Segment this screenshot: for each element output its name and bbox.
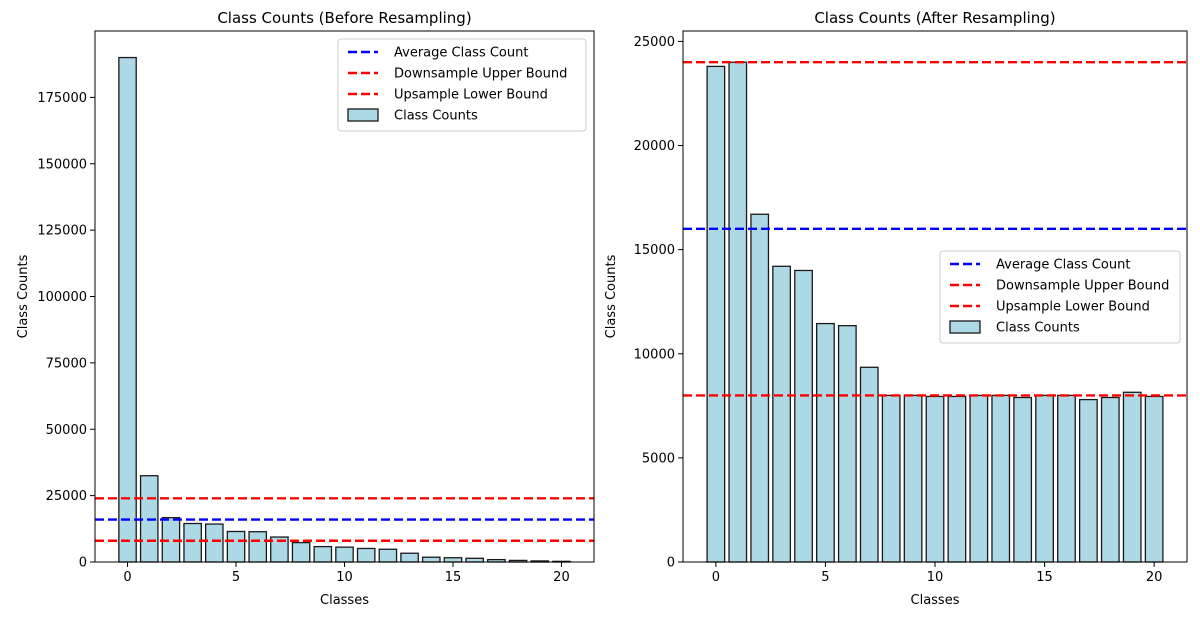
chart-2-bar-5: [816, 322, 835, 563]
chart-1-bar-9: [313, 545, 333, 563]
chart-2-legend-swatch-4: [949, 320, 981, 334]
chart-1-title: Class Counts (Before Resampling): [217, 9, 471, 27]
chart-2-bar-3: [772, 265, 792, 563]
chart-2-ytick-label-10000: 10000: [634, 347, 675, 362]
chart-2-bar-19: [1122, 391, 1142, 563]
chart-1-legend-swatch-4: [347, 108, 379, 122]
chart-2-legend-label-1: Average Class Count: [996, 258, 1130, 273]
chart-1: Class Counts (Before Resampling) 0 5 10 15 20…: [16, 9, 595, 608]
chart-1-bar-13: [400, 552, 419, 563]
chart-2-bar-13: [991, 394, 1011, 563]
chart-1-xlabel: Classes: [320, 593, 369, 608]
chart-2-xtick-label-0: 0: [712, 570, 720, 585]
chart-2-xtick-label-5: 5: [821, 570, 829, 585]
chart-1-ytick-label-0: 0: [79, 556, 87, 571]
chart-2-xtick-label-20: 20: [1146, 570, 1163, 585]
chart-2-ytick-label-25000: 25000: [634, 35, 675, 50]
chart-1-legend-label-2: Downsample Upper Bound: [394, 67, 567, 82]
chart-1-xtick-label-20: 20: [553, 570, 570, 585]
chart-2-xtick-label-15: 15: [1036, 570, 1053, 585]
chart-2-ytick-label-15000: 15000: [634, 243, 675, 258]
chart-1-legend-label-1: Average Class Count: [394, 46, 528, 61]
chart-2-bar-4: [794, 269, 813, 563]
chart-1-bar-6: [248, 531, 268, 563]
chart-1-bar-14: [421, 556, 441, 563]
chart-2-legend-box: [939, 250, 1181, 344]
chart-1-bar-8: [291, 541, 311, 563]
chart-1-ytick-label-75000: 75000: [46, 356, 87, 371]
chart-1-bar-0: [118, 56, 137, 563]
chart-2-legend-label-4: Class Counts: [996, 321, 1080, 336]
chart-2-bar-15: [1035, 394, 1054, 563]
chart-1-xtick-label-15: 15: [445, 570, 462, 585]
chart-2-ylabel: Class Counts: [604, 254, 619, 338]
chart-2-bar-8: [881, 394, 901, 563]
chart-2: Class Counts (After Resampling)0 5 10 15 200…: [604, 9, 1188, 608]
chart-1-bar-11: [356, 547, 376, 563]
chart-1-ytick-label-100000: 100000: [37, 290, 87, 305]
chart-2-legend-label-2: Downsample Upper Bound: [996, 279, 1169, 294]
chart-1-bar-10: [335, 546, 354, 563]
chart-2-bar-17: [1078, 398, 1098, 563]
chart-1-bar-12: [378, 548, 398, 563]
chart-2-bar-11: [947, 395, 967, 563]
chart-2-bar-14: [1013, 396, 1033, 563]
chart-1-xtick-label-10: 10: [336, 570, 353, 585]
chart-1-bar-16: [465, 557, 485, 563]
chart-2-bar-6: [837, 325, 857, 563]
chart-1-bar-4: [204, 523, 224, 563]
chart-1-ytick-label-175000: 175000: [37, 91, 87, 106]
chart-2-ytick-label-0: 0: [667, 556, 675, 571]
chart-1-xtick-label-5: 5: [232, 570, 240, 585]
chart-2-xtick-label-10: 10: [927, 570, 944, 585]
chart-2-bar-0: [706, 65, 726, 563]
chart-1-ytick-label-50000: 50000: [46, 423, 87, 438]
chart-2-bar-18: [1100, 396, 1120, 563]
chart-1-ytick-label-25000: 25000: [46, 489, 87, 504]
chart-2-bar-2: [750, 213, 770, 563]
chart-1-legend-label-4: Class Counts: [394, 109, 478, 124]
chart-1-legend-box: [337, 38, 587, 132]
chart-2-bar-1: [728, 61, 748, 563]
chart-1-bar-15: [443, 557, 463, 563]
chart-2-legend: Average Class Count Downsample Upper Boun…: [939, 250, 1181, 344]
chart-2-bar-16: [1057, 394, 1076, 563]
chart-2-bar-20: [1144, 395, 1164, 563]
chart-1-bar-3: [183, 522, 202, 563]
chart-2-ytick-label-5000: 5000: [642, 451, 675, 466]
chart-1-ylabel: Class Counts: [16, 254, 31, 338]
chart-1-legend-label-3: Upsample Lower Bound: [394, 88, 548, 103]
chart-1-ytick-label-125000: 125000: [37, 224, 87, 239]
chart-2-ytick-label-20000: 20000: [634, 139, 675, 154]
chart-1-legend: Average Class Count Downsample Upper Boun…: [337, 38, 587, 132]
chart-1-ytick-label-150000: 150000: [37, 157, 87, 172]
chart-1-xtick-label-0: 0: [123, 570, 131, 585]
chart-2-title: Class Counts (After Resampling): [814, 9, 1055, 27]
chart-2-bar-10: [925, 395, 945, 563]
chart-2-bar-12: [969, 394, 989, 563]
chart-1-bar-5: [226, 530, 246, 563]
chart-2-xlabel: Classes: [911, 593, 960, 608]
chart-2-bar-9: [903, 394, 923, 563]
chart-2-legend-label-3: Upsample Lower Bound: [996, 300, 1150, 315]
